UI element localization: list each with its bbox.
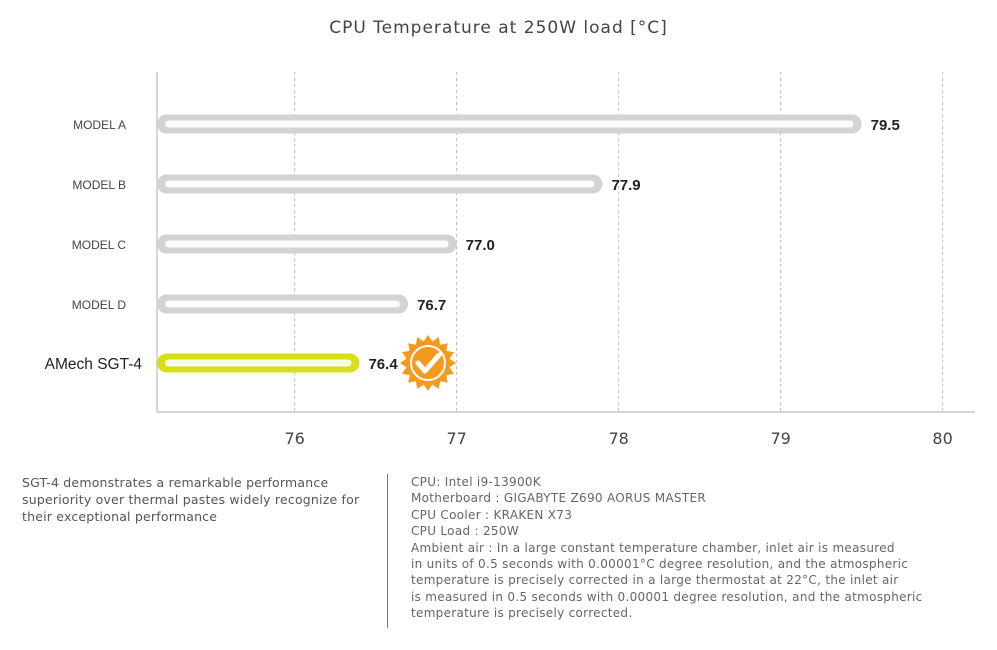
badge-ring: [410, 345, 446, 381]
divider: [387, 474, 388, 628]
category-label: MODEL B: [72, 178, 126, 192]
bar-shine: [165, 300, 401, 308]
spec-line: temperature is precisely corrected in a …: [411, 573, 899, 588]
value-label: 77.0: [466, 237, 495, 254]
x-tick-label: 78: [608, 429, 628, 448]
bar-shine: [165, 359, 352, 367]
check-icon: [415, 352, 442, 374]
bar-shine: [165, 180, 595, 188]
x-tick-label: 76: [285, 429, 305, 448]
value-label: 76.7: [417, 297, 446, 314]
bar-shine: [165, 240, 449, 248]
chart-title: CPU Temperature at 250W load [°C]: [329, 18, 668, 38]
category-label: MODEL D: [72, 298, 127, 312]
badge-starburst-icon: [400, 335, 456, 391]
category-label: AMech SGT-4: [45, 356, 143, 373]
spec-line: in units of 0.5 seconds with 0.00001°C d…: [411, 557, 909, 572]
value-label: 79.5: [871, 117, 900, 134]
bar-shine: [165, 120, 854, 128]
category-label: MODEL A: [73, 118, 126, 132]
bar-chart: 76 77 78 79 80 MODEL A 79.5 MODEL B 77.9 MODEL C 7…: [45, 72, 975, 448]
spec-line: CPU: Intel i9-13900K: [411, 475, 541, 489]
spec-line: Motherboard : GIGABYTE Z690 AORUS MASTER: [411, 491, 706, 506]
spec-line: temperature is precisely corrected.: [411, 606, 633, 621]
category-label: MODEL C: [72, 238, 127, 252]
spec-line: CPU Cooler : KRAKEN X73: [411, 507, 573, 522]
value-label: 76.4: [368, 356, 398, 373]
spec-line: Ambient air : In a large constant temper…: [411, 540, 895, 555]
x-tick-label: 80: [932, 429, 952, 448]
spec-line: CPU Load : 250W: [411, 524, 519, 539]
summary-note: SGT-4 demonstrates a remarkable performa…: [22, 475, 360, 524]
x-tick-label: 79: [770, 429, 790, 448]
spec-line: is measured in 0.5 seconds with 0.00001 …: [411, 589, 923, 604]
x-tick-label: 77: [446, 429, 466, 448]
test-specs: CPU: Intel i9-13900K Motherboard : GIGAB…: [411, 474, 991, 622]
value-label: 77.9: [611, 177, 640, 194]
